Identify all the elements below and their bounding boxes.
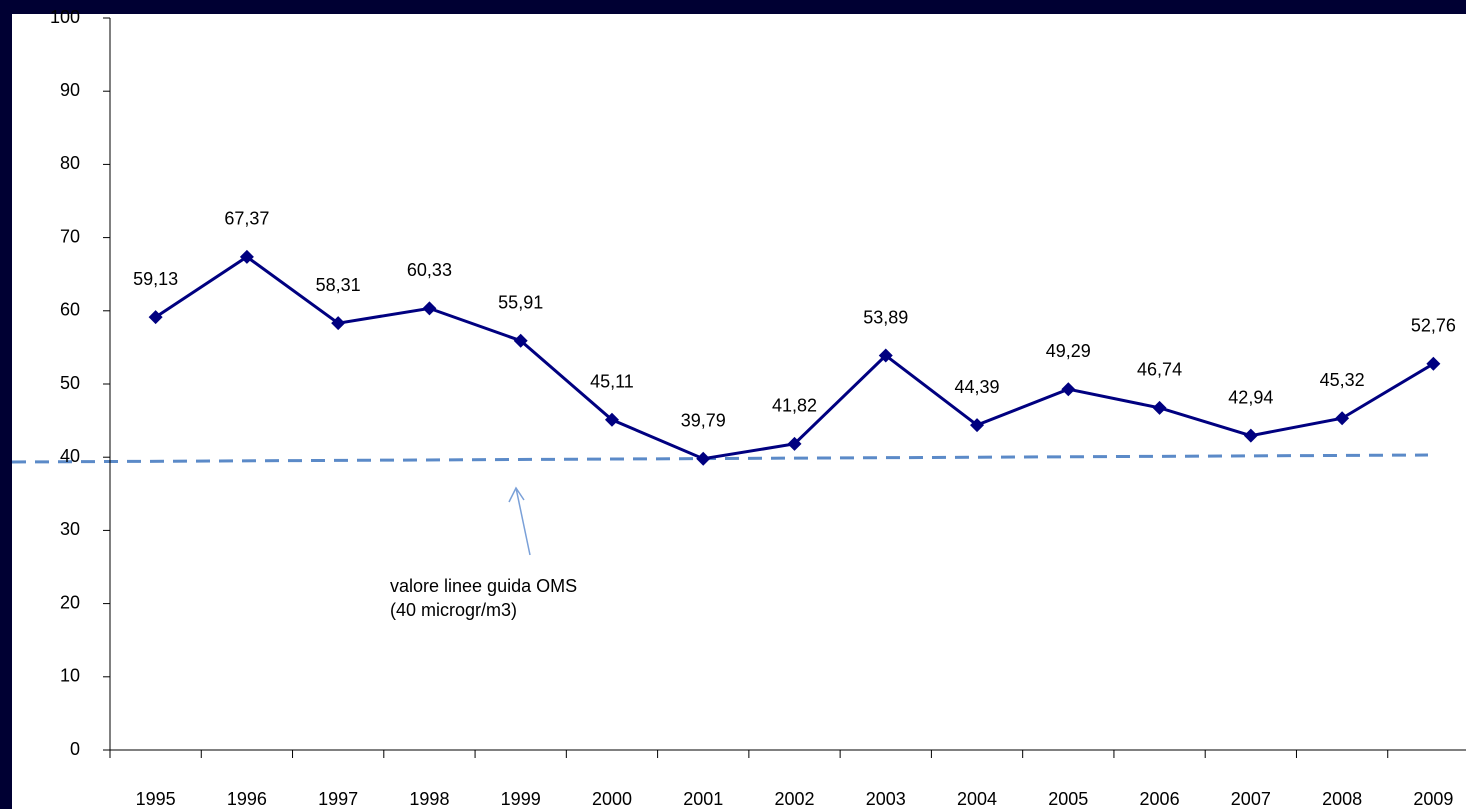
y-tick-label: 10 bbox=[60, 666, 80, 686]
x-tick-label: 2007 bbox=[1231, 789, 1271, 809]
x-tick-label: 2002 bbox=[774, 789, 814, 809]
annotation-arrowhead bbox=[508, 486, 525, 503]
data-label: 67,37 bbox=[224, 209, 269, 229]
plot-background bbox=[12, 14, 1466, 809]
data-label: 60,33 bbox=[407, 260, 452, 280]
y-tick-label: 0 bbox=[70, 739, 80, 759]
data-label: 45,32 bbox=[1320, 370, 1365, 390]
y-tick-label: 100 bbox=[50, 7, 80, 27]
guideline-trend bbox=[11, 453, 1429, 464]
x-tick-label: 2005 bbox=[1048, 789, 1088, 809]
annotation-line: valore linee guida OMS bbox=[390, 576, 577, 596]
data-marker bbox=[604, 412, 619, 427]
x-tick-label: 2003 bbox=[866, 789, 906, 809]
x-tick-label: 1998 bbox=[409, 789, 449, 809]
x-tick-label: 1999 bbox=[501, 789, 541, 809]
y-tick-label: 90 bbox=[60, 80, 80, 100]
data-label: 45,11 bbox=[590, 372, 634, 392]
data-label: 58,31 bbox=[316, 275, 361, 295]
data-label: 53,89 bbox=[863, 307, 908, 327]
data-marker bbox=[1426, 356, 1441, 371]
x-tick-label: 2000 bbox=[592, 789, 632, 809]
x-tick-label: 2009 bbox=[1413, 789, 1453, 809]
annotation-arrow bbox=[515, 487, 531, 556]
y-tick-label: 30 bbox=[60, 519, 80, 539]
data-marker bbox=[1152, 400, 1167, 415]
data-marker bbox=[331, 316, 346, 331]
data-label: 49,29 bbox=[1046, 341, 1091, 361]
data-marker bbox=[878, 348, 893, 363]
x-tick-label: 1995 bbox=[136, 789, 176, 809]
data-label: 39,79 bbox=[681, 410, 726, 430]
data-marker bbox=[1243, 428, 1258, 443]
data-marker bbox=[148, 310, 163, 325]
data-label: 42,94 bbox=[1228, 387, 1273, 407]
data-label: 41,82 bbox=[772, 396, 817, 416]
x-tick-label: 2001 bbox=[683, 789, 723, 809]
data-marker bbox=[1061, 382, 1076, 397]
annotation-line: (40 microgr/m3) bbox=[390, 600, 517, 620]
data-label: 52,76 bbox=[1411, 316, 1456, 336]
data-marker bbox=[787, 436, 802, 451]
data-marker bbox=[970, 418, 985, 433]
x-tick-label: 2008 bbox=[1322, 789, 1362, 809]
y-tick-label: 60 bbox=[60, 300, 80, 320]
data-marker bbox=[696, 451, 711, 466]
data-label: 59,13 bbox=[133, 269, 178, 289]
x-tick-label: 1996 bbox=[227, 789, 267, 809]
data-marker bbox=[1335, 411, 1350, 426]
x-tick-label: 2004 bbox=[957, 789, 997, 809]
data-label: 46,74 bbox=[1137, 360, 1182, 380]
data-label: 55,91 bbox=[498, 292, 543, 312]
y-tick-label: 70 bbox=[60, 226, 80, 246]
data-marker bbox=[422, 301, 437, 316]
data-marker bbox=[239, 249, 254, 264]
y-tick-label: 40 bbox=[60, 446, 80, 466]
x-tick-label: 1997 bbox=[318, 789, 358, 809]
y-tick-label: 80 bbox=[60, 153, 80, 173]
data-marker bbox=[513, 333, 528, 348]
x-tick-label: 2006 bbox=[1140, 789, 1180, 809]
y-tick-label: 20 bbox=[60, 592, 80, 612]
y-tick-label: 50 bbox=[60, 373, 80, 393]
data-label: 44,39 bbox=[955, 377, 1000, 397]
